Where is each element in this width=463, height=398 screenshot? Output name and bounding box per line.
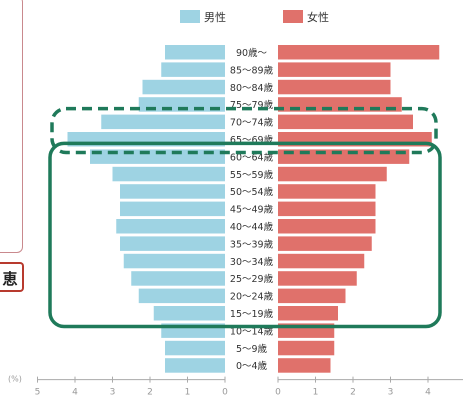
age-label-12: 30～34歳 bbox=[230, 256, 274, 268]
age-label-9: 45～49歳 bbox=[230, 204, 274, 216]
legend-swatch-female bbox=[283, 10, 303, 23]
female-bar-8 bbox=[278, 184, 376, 199]
age-label-7: 55～59歳 bbox=[230, 169, 274, 181]
dashed-annotation-box bbox=[50, 106, 438, 155]
age-label-15: 15～19歳 bbox=[230, 308, 274, 320]
x-tick-label-right-1: 1 bbox=[313, 388, 319, 398]
female-bar-17 bbox=[278, 340, 335, 356]
age-label-1: 85～89歳 bbox=[230, 64, 274, 76]
female-bar-4 bbox=[278, 114, 413, 130]
side-margin-box bbox=[0, 0, 23, 253]
x-tick-label-left-5: 0 bbox=[222, 388, 228, 398]
x-tick-label-left-2: 3 bbox=[110, 388, 116, 398]
x-axis-unit-label: (%) bbox=[8, 375, 22, 384]
x-tick-label-right-2: 2 bbox=[350, 388, 356, 398]
chart-legend: 男性 女性 bbox=[180, 10, 329, 24]
side-kanji-label: 恵 bbox=[0, 262, 24, 292]
age-label-4: 70～74歳 bbox=[230, 117, 274, 129]
male-bar-15 bbox=[153, 306, 225, 321]
female-bar-1 bbox=[278, 62, 391, 77]
female-bar-12 bbox=[278, 253, 365, 269]
female-bar-18 bbox=[278, 358, 331, 373]
male-bar-12 bbox=[123, 253, 225, 269]
x-axis: 543210012345(%) bbox=[8, 375, 463, 398]
legend-label-male: 男性 bbox=[204, 10, 226, 24]
male-bar-8 bbox=[120, 184, 225, 199]
age-label-14: 20～24歳 bbox=[230, 291, 274, 303]
solid-annotation-box bbox=[48, 141, 442, 329]
x-tick-label-left-1: 4 bbox=[72, 388, 78, 398]
female-bar-14 bbox=[278, 288, 346, 304]
male-bar-17 bbox=[165, 340, 225, 356]
age-label-6: 60～64歳 bbox=[230, 151, 274, 163]
female-bar-9 bbox=[278, 201, 376, 217]
x-tick-label-left-4: 1 bbox=[185, 388, 191, 398]
male-bar-9 bbox=[120, 201, 225, 217]
male-bar-7 bbox=[112, 166, 225, 182]
x-tick-label-right-3: 3 bbox=[388, 388, 394, 398]
age-label-2: 80～84歳 bbox=[230, 82, 274, 94]
female-bar-2 bbox=[278, 79, 391, 95]
x-tick-label-right-0: 0 bbox=[275, 388, 281, 398]
age-label-16: 10～14歳 bbox=[230, 325, 274, 337]
x-tick-label-left-0: 5 bbox=[35, 388, 41, 398]
age-label-17: 5～9歳 bbox=[236, 343, 268, 355]
legend-swatch-male bbox=[180, 10, 200, 23]
x-tick-label-right-4: 4 bbox=[425, 388, 431, 398]
male-bar-18 bbox=[165, 358, 225, 373]
male-bar-0 bbox=[165, 45, 225, 60]
age-label-10: 40～44歳 bbox=[230, 221, 274, 233]
age-label-8: 50～54歳 bbox=[230, 186, 274, 198]
bar-group bbox=[67, 45, 440, 373]
male-bar-14 bbox=[138, 288, 225, 304]
male-bar-2 bbox=[142, 79, 225, 95]
female-bar-7 bbox=[278, 166, 387, 182]
male-bar-11 bbox=[120, 236, 225, 251]
age-label-group: 90歳～85～89歳80～84歳75～79歳70～74歳65～69歳60～64歳… bbox=[230, 47, 274, 372]
female-bar-11 bbox=[278, 236, 372, 251]
legend-label-female: 女性 bbox=[307, 10, 329, 24]
female-bar-15 bbox=[278, 306, 338, 321]
age-label-11: 35～39歳 bbox=[230, 238, 274, 250]
male-bar-4 bbox=[101, 114, 225, 130]
age-label-0: 90歳～ bbox=[236, 47, 268, 59]
age-label-18: 0～4歳 bbox=[236, 360, 268, 372]
x-tick-label-left-3: 2 bbox=[147, 388, 153, 398]
male-bar-1 bbox=[161, 62, 225, 77]
annotation-group bbox=[48, 106, 442, 329]
age-label-13: 25～29歳 bbox=[230, 273, 274, 285]
female-bar-13 bbox=[278, 271, 357, 286]
female-bar-6 bbox=[278, 149, 410, 164]
female-bar-10 bbox=[278, 219, 376, 234]
female-bar-0 bbox=[278, 45, 440, 60]
male-bar-13 bbox=[131, 271, 225, 286]
male-bar-10 bbox=[116, 219, 225, 234]
